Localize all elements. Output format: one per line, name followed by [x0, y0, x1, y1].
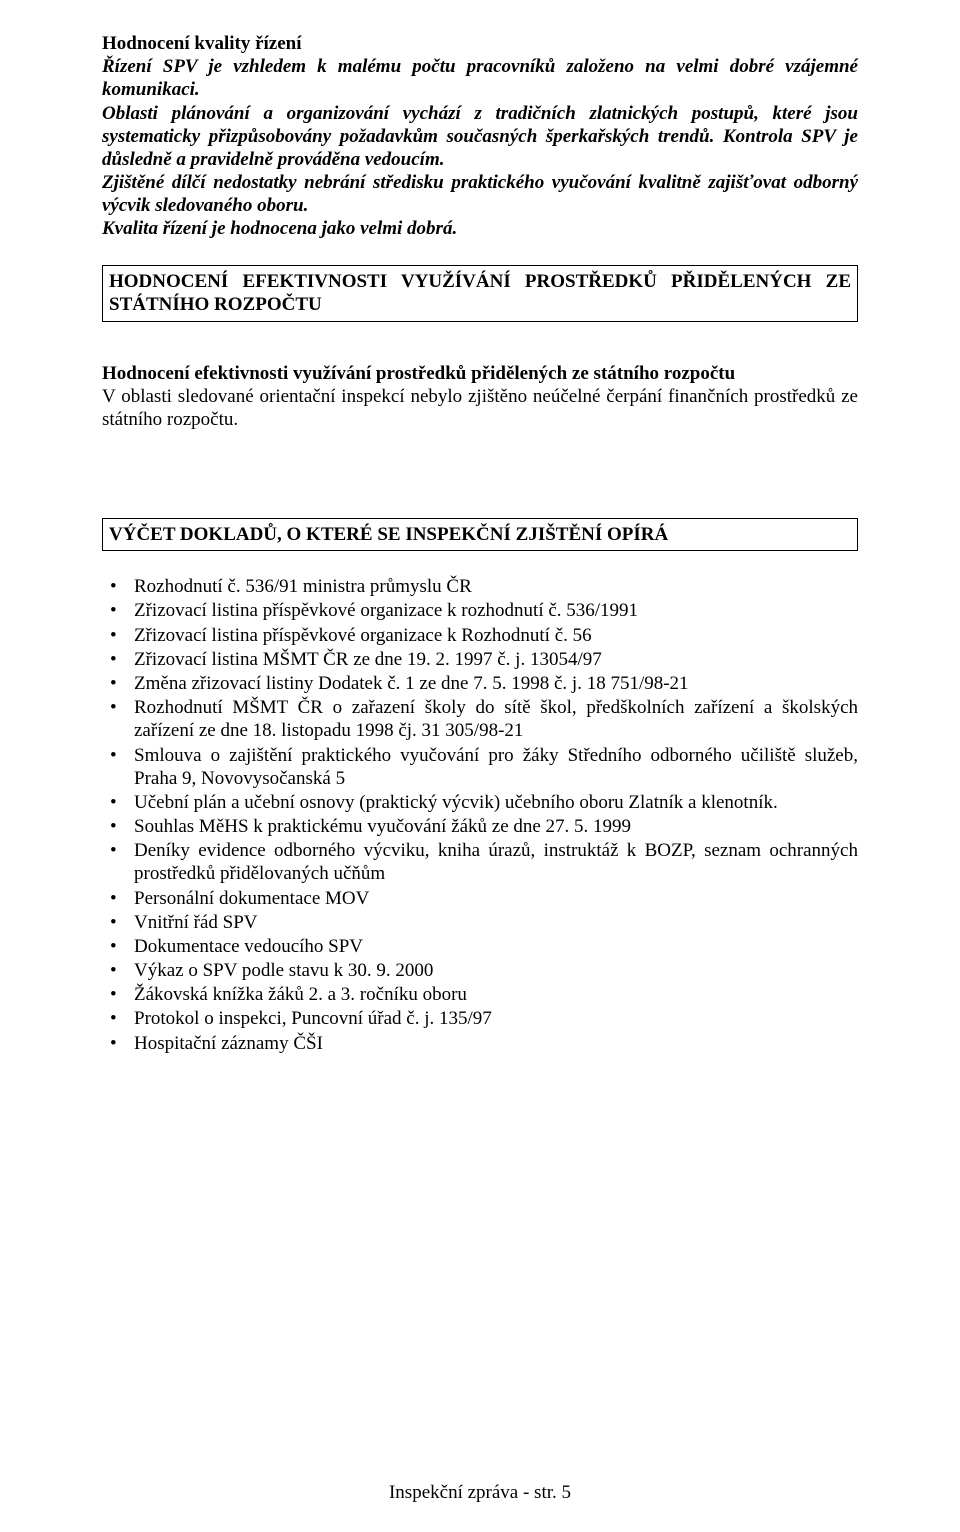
- section2-p1: V oblasti sledované orientační inspekcí …: [102, 385, 858, 431]
- section-box-documents: VÝČET DOKLADŮ, O KTERÉ SE INSPEKČNÍ ZJIŠ…: [102, 518, 858, 552]
- box2-title: VÝČET DOKLADŮ, O KTERÉ SE INSPEKČNÍ ZJIŠ…: [109, 523, 851, 547]
- section1-heading: Hodnocení kvality řízení: [102, 32, 858, 55]
- page-footer: Inspekční zpráva - str. 5: [0, 1482, 960, 1504]
- list-item: Souhlas MěHS k praktickému vyučování žák…: [102, 815, 858, 838]
- list-item: Dokumentace vedoucího SPV: [102, 935, 858, 958]
- section-box-effectiveness: HODNOCENÍ EFEKTIVNOSTI VYUŽÍVÁNÍ PROSTŘE…: [102, 265, 858, 323]
- footer-text: Inspekční zpráva - str. 5: [389, 1482, 571, 1503]
- list-item: Výkaz o SPV podle stavu k 30. 9. 2000: [102, 959, 858, 982]
- list-item: Vnitřní řád SPV: [102, 911, 858, 934]
- list-item: Rozhodnutí MŠMT ČR o zařazení školy do s…: [102, 696, 858, 742]
- section1-p2: Oblasti plánování a organizování vychází…: [102, 102, 858, 172]
- list-item: Žákovská knížka žáků 2. a 3. ročníku obo…: [102, 983, 858, 1006]
- spacer: [102, 432, 858, 494]
- list-item: Zřizovací listina příspěvkové organizace…: [102, 599, 858, 622]
- list-item: Rozhodnutí č. 536/91 ministra průmyslu Č…: [102, 575, 858, 598]
- list-item: Deníky evidence odborného výcviku, kniha…: [102, 839, 858, 885]
- list-item: Změna zřizovací listiny Dodatek č. 1 ze …: [102, 672, 858, 695]
- section2-heading: Hodnocení efektivnosti využívání prostře…: [102, 362, 858, 385]
- list-item: Zřizovací listina MŠMT ČR ze dne 19. 2. …: [102, 648, 858, 671]
- list-item: Učební plán a učební osnovy (praktický v…: [102, 791, 858, 814]
- documents-list: Rozhodnutí č. 536/91 ministra průmyslu Č…: [102, 575, 858, 1054]
- list-item: Zřizovací listina příspěvkové organizace…: [102, 624, 858, 647]
- section1-p3: Zjištěné dílčí nedostatky nebrání středi…: [102, 171, 858, 217]
- page: Hodnocení kvality řízení Řízení SPV je v…: [0, 0, 960, 1532]
- list-item: Hospitační záznamy ČŠI: [102, 1032, 858, 1055]
- list-item: Smlouva o zajištění praktického vyučován…: [102, 744, 858, 790]
- list-item: Personální dokumentace MOV: [102, 887, 858, 910]
- section1-p1: Řízení SPV je vzhledem k malému počtu pr…: [102, 55, 858, 101]
- box1-title: HODNOCENÍ EFEKTIVNOSTI VYUŽÍVÁNÍ PROSTŘE…: [109, 270, 851, 318]
- section1-p4: Kvalita řízení je hodnocena jako velmi d…: [102, 217, 858, 240]
- list-item: Protokol o inspekci, Puncovní úřad č. j.…: [102, 1007, 858, 1030]
